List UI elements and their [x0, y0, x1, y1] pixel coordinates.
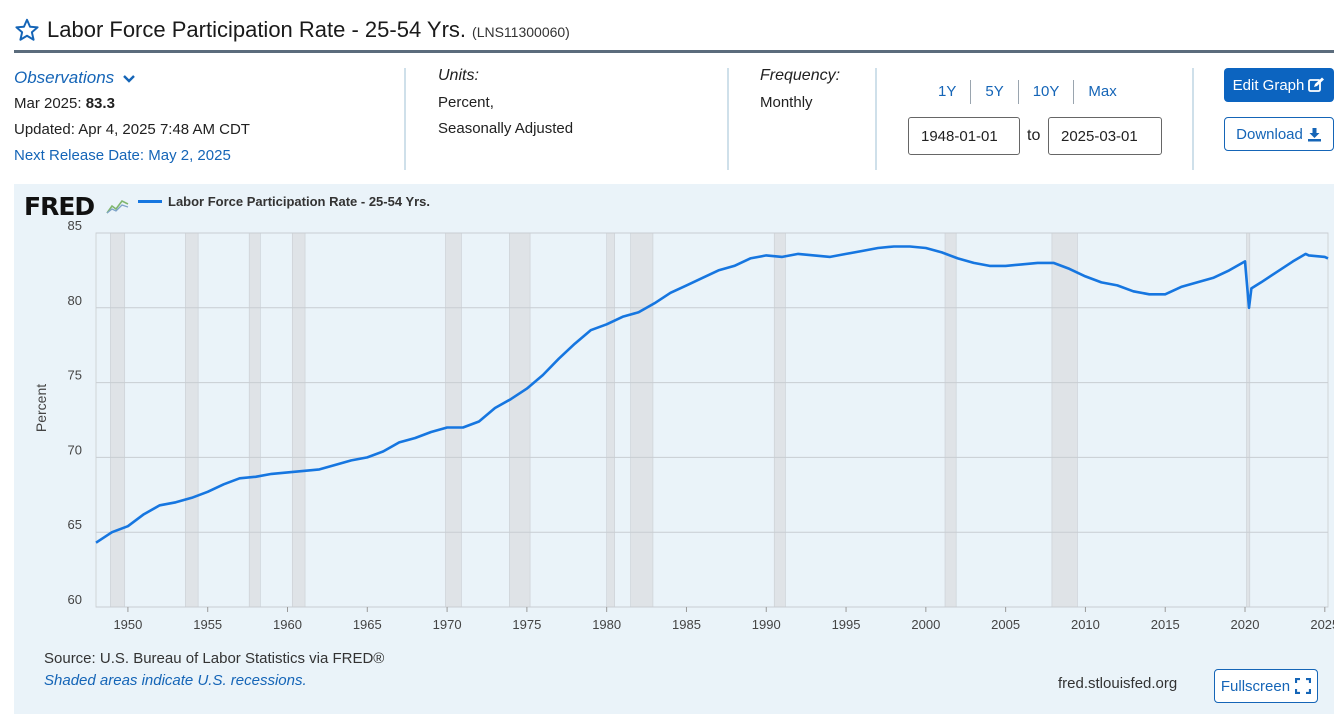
- x-tick-label: 1955: [193, 617, 222, 632]
- chart-legend: Labor Force Participation Rate - 25-54 Y…: [138, 194, 430, 209]
- fullscreen-button[interactable]: Fullscreen: [1214, 669, 1318, 703]
- chevron-down-icon: [123, 74, 135, 83]
- range-buttons: 1Y 5Y 10Y Max: [924, 80, 1131, 104]
- page-title: Labor Force Participation Rate - 25-54 Y…: [47, 17, 467, 42]
- units-column: Units: Percent, Seasonally Adjusted: [438, 66, 573, 142]
- recession-bands: [110, 232, 1251, 608]
- divider: [1192, 68, 1194, 170]
- recession-band: [185, 232, 199, 608]
- x-tick-label: 1970: [433, 617, 462, 632]
- plot-frame: [95, 232, 1329, 608]
- y-tick-label: 60: [68, 592, 82, 607]
- observations-column: Observations Mar 2025: 83.3 Updated: Apr…: [14, 66, 250, 169]
- y-axis-label: Percent: [33, 384, 49, 432]
- line-chart[interactable]: 60 65 70 75 80 85 1950 1955 1960 1965 1970 1975 198…: [14, 184, 1334, 644]
- frequency-column: Frequency: Monthly: [760, 66, 840, 116]
- fred-logo: FRED: [24, 192, 95, 221]
- range-max-button[interactable]: Max: [1088, 83, 1117, 100]
- x-tick-label: 2010: [1071, 617, 1100, 632]
- divider: [404, 68, 406, 170]
- grid-lines: [95, 232, 1329, 608]
- fred-logo-chart-icon: [106, 199, 129, 214]
- download-icon: [1307, 127, 1321, 141]
- recession-band: [944, 232, 957, 608]
- recession-band: [110, 232, 126, 608]
- series-id: (LNS11300060): [472, 24, 570, 40]
- y-tick-label: 80: [68, 293, 82, 308]
- x-tick-label: 1950: [113, 617, 142, 632]
- recession-note: Shaded areas indicate U.S. recessions.: [44, 672, 307, 689]
- y-tick-label: 75: [68, 368, 82, 383]
- x-axis: 1950 1955 1960 1965 1970 1975 1980 1985 1990 1995…: [113, 607, 1334, 632]
- edit-icon: [1308, 77, 1325, 92]
- recession-band: [773, 232, 786, 608]
- legend-swatch: [138, 200, 162, 203]
- recession-band: [509, 232, 531, 608]
- observations-toggle[interactable]: Observations: [14, 68, 136, 87]
- star-icon[interactable]: [14, 17, 40, 43]
- x-tick-label: 2015: [1151, 617, 1180, 632]
- x-tick-label: 1960: [273, 617, 302, 632]
- to-label: to: [1027, 127, 1041, 144]
- recession-band: [1051, 232, 1078, 608]
- x-tick-label: 1975: [512, 617, 541, 632]
- recession-band: [630, 232, 654, 608]
- fred-url: fred.stlouisfed.org: [1058, 675, 1178, 692]
- divider: [875, 68, 877, 170]
- x-tick-label: 2025: [1310, 617, 1334, 632]
- divider: [727, 68, 729, 170]
- series-header: Labor Force Participation Rate - 25-54 Y…: [14, 10, 1334, 53]
- x-tick-label: 2005: [991, 617, 1020, 632]
- edit-graph-button[interactable]: Edit Graph: [1224, 68, 1334, 102]
- latest-date: Mar 2025:: [14, 95, 82, 112]
- y-tick-label: 70: [68, 442, 82, 457]
- recession-band: [606, 232, 615, 608]
- chart-panel: FRED Labor Force Participation Rate - 25…: [14, 184, 1334, 714]
- x-tick-label: 1990: [752, 617, 781, 632]
- start-date-input[interactable]: [908, 117, 1020, 155]
- range-5y-button[interactable]: 5Y: [971, 80, 1019, 104]
- frequency-label: Frequency:: [760, 67, 841, 84]
- recession-band: [445, 232, 462, 608]
- end-date-input[interactable]: [1048, 117, 1162, 155]
- x-tick-label: 1965: [353, 617, 382, 632]
- units-label: Units:: [438, 67, 479, 84]
- recession-band: [291, 232, 306, 608]
- y-tick-label: 85: [68, 218, 82, 233]
- x-tick-label: 2020: [1231, 617, 1260, 632]
- updated-text: Updated: Apr 4, 2025 7:48 AM CDT: [14, 121, 250, 138]
- series-line: [95, 245, 1329, 544]
- series-line-path: [95, 245, 1329, 544]
- units-line1: Percent,: [438, 94, 494, 111]
- legend-label: Labor Force Participation Rate - 25-54 Y…: [168, 194, 431, 209]
- download-button[interactable]: Download: [1224, 117, 1334, 151]
- x-tick-label: 1995: [832, 617, 861, 632]
- fullscreen-icon: [1295, 678, 1312, 694]
- next-release-link[interactable]: Next Release Date: May 2, 2025: [14, 147, 231, 164]
- latest-value: 83.3: [85, 95, 115, 112]
- series-meta: Observations Mar 2025: 83.3 Updated: Apr…: [0, 66, 1342, 170]
- x-tick-label: 1985: [672, 617, 701, 632]
- units-line2: Seasonally Adjusted: [438, 120, 574, 137]
- recession-band: [248, 232, 261, 608]
- source-text: Source: U.S. Bureau of Labor Statistics …: [44, 650, 385, 667]
- x-tick-label: 1980: [592, 617, 621, 632]
- y-tick-label: 65: [68, 517, 82, 532]
- x-tick-label: 2000: [911, 617, 940, 632]
- range-10y-button[interactable]: 10Y: [1019, 80, 1075, 104]
- y-axis: 60 65 70 75 80 85: [68, 218, 82, 607]
- frequency-value: Monthly: [760, 94, 813, 111]
- range-1y-button[interactable]: 1Y: [924, 80, 972, 104]
